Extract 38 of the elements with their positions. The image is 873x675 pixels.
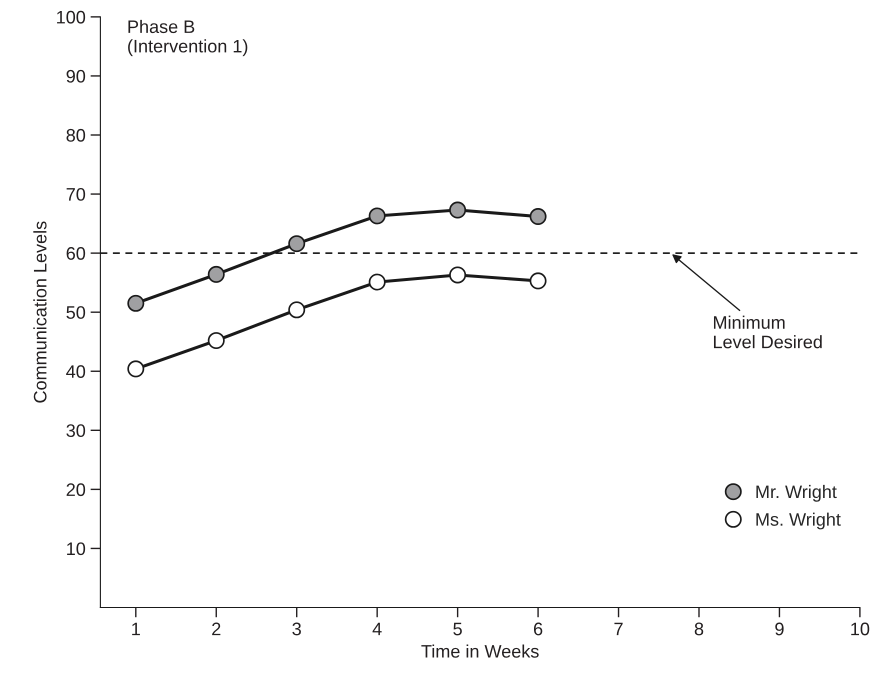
x-tick-label: 9 <box>775 622 784 636</box>
point <box>449 266 466 284</box>
point <box>127 360 144 378</box>
x-tick-label: 2 <box>212 622 220 636</box>
point <box>208 266 225 283</box>
point <box>368 207 386 224</box>
point <box>288 235 306 252</box>
y-tick-label: 90 <box>66 70 86 83</box>
x-tick-label: 5 <box>453 622 462 636</box>
legend-label: Ms. Wright <box>756 512 841 530</box>
point <box>127 294 144 312</box>
x-tick-label: 8 <box>694 622 704 636</box>
x-tick-label: 6 <box>534 622 542 636</box>
point <box>208 332 225 350</box>
annotation: Minimum Level Desired <box>714 316 822 348</box>
y-tick-label: 100 <box>57 10 86 24</box>
annotation: Phase B (Intervention 1) <box>128 20 248 56</box>
point <box>530 208 547 225</box>
legend-label: Mr. Wright <box>756 484 837 502</box>
x-tick-label: 10 <box>851 622 870 636</box>
y-tick-label: 40 <box>66 365 86 378</box>
y-tick-label: 30 <box>66 424 86 438</box>
x-tick-label: 3 <box>292 622 301 636</box>
y-tick-label: 20 <box>66 483 86 496</box>
x-tick-label: 1 <box>132 622 140 636</box>
y-tick-label: 60 <box>66 247 86 260</box>
y-tick-label: 10 <box>67 542 86 556</box>
x-axis-title: Time in Weeks <box>421 644 539 658</box>
x-tick-label: 7 <box>614 622 623 636</box>
y-tick-label: 50 <box>66 306 86 319</box>
point <box>449 202 466 218</box>
point <box>530 272 547 290</box>
point <box>288 301 306 318</box>
y-tick-label: 70 <box>66 188 86 201</box>
x-tick-label: 4 <box>372 622 382 636</box>
y-axis-title: Communication Levels <box>33 222 47 403</box>
y-tick-label: 80 <box>66 128 86 142</box>
point <box>368 274 386 291</box>
